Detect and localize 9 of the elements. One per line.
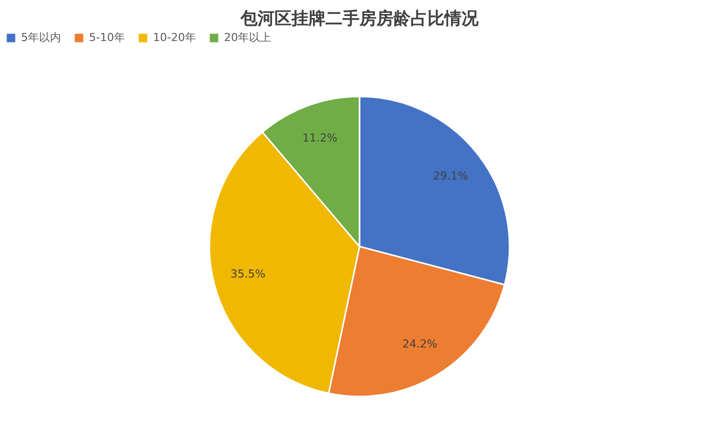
data-label: 11.2%: [302, 132, 338, 145]
data-label: 29.1%: [433, 169, 468, 182]
legend-label: 10-20年: [153, 31, 196, 44]
legend-label: 5-10年: [89, 31, 125, 44]
legend-label: 5年以内: [21, 31, 61, 44]
legend-label: 20年以上: [224, 31, 271, 44]
data-label: 24.2%: [402, 337, 438, 350]
data-label: 35.5%: [230, 268, 266, 281]
chart-title: 包河区挂牌二手房房龄占比情况: [240, 9, 480, 29]
